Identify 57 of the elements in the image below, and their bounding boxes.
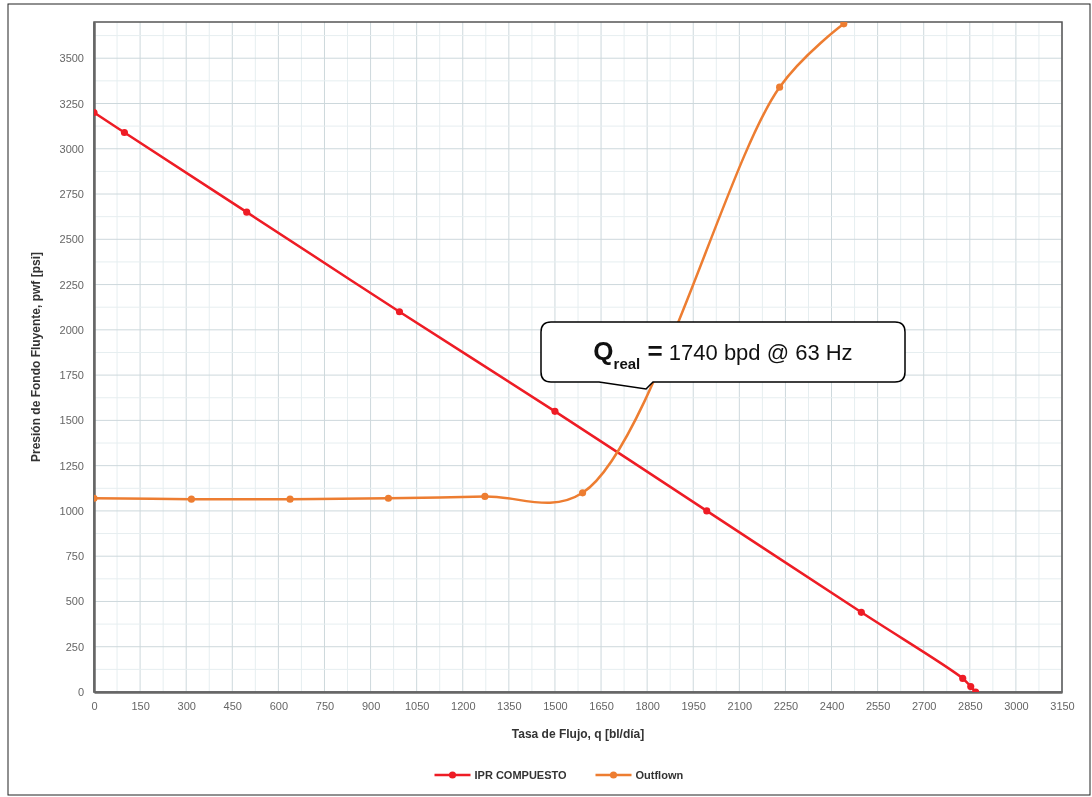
x-tick-label: 1050	[404, 699, 430, 712]
point	[857, 608, 865, 616]
x-tick-label: 1800	[635, 699, 660, 712]
x-tick-label: 600	[269, 699, 289, 712]
x-tick-label: 2850	[958, 699, 983, 712]
legend-label: Outflown	[635, 768, 684, 781]
x-tick-label: 1500	[543, 699, 568, 712]
x-tick-label: 0	[91, 699, 98, 712]
point	[551, 407, 559, 415]
x-tick-label: 300	[177, 699, 196, 712]
y-tick-label: 0	[77, 686, 84, 699]
y-axis-title: Presión de Fondo Fluyente, pwf [psi]	[29, 251, 43, 463]
y-tick-label: 1250	[59, 459, 84, 472]
y-tick-label: 2250	[59, 278, 84, 291]
x-tick-label: 2100	[727, 699, 753, 712]
point	[286, 495, 294, 503]
point	[776, 83, 784, 91]
y-tick-label: 2500	[59, 233, 84, 246]
x-tick-label: 3000	[1004, 699, 1029, 712]
x-tick-label: 2250	[773, 699, 799, 712]
point	[120, 128, 128, 137]
x-tick-label: 1650	[589, 699, 614, 712]
point	[959, 674, 967, 682]
y-tick-label: 500	[65, 595, 84, 608]
y-tick-label: 1500	[59, 414, 84, 427]
y-tick-label: 3000	[59, 142, 84, 155]
x-tick-label: 2400	[819, 699, 845, 712]
x-tick-label: 150	[131, 699, 150, 712]
x-tick-label: 1950	[681, 699, 706, 712]
x-tick-label: 2550	[865, 699, 891, 712]
point	[703, 507, 711, 515]
x-axis-title: Tasa de Flujo, q [bl/día]	[511, 727, 645, 741]
x-tick-label: 1350	[497, 699, 522, 712]
point	[395, 308, 404, 316]
y-tick-label: 250	[65, 640, 84, 653]
x-tick-label: 3150	[1050, 699, 1075, 712]
point	[579, 489, 587, 497]
y-tick-label: 3250	[59, 97, 84, 110]
y-tick-label: 2000	[59, 323, 84, 336]
legend-label: IPR COMPUESTO	[474, 768, 568, 781]
x-tick-label: 450	[223, 699, 242, 712]
y-tick-label: 3500	[59, 52, 84, 65]
x-tick-label: 900	[361, 699, 381, 712]
y-tick-label: 2750	[59, 188, 84, 201]
point	[967, 683, 975, 691]
point	[384, 494, 392, 502]
y-tick-label: 1750	[59, 369, 84, 382]
x-tick-label: 750	[315, 699, 335, 712]
point	[840, 22, 848, 28]
x-tick-label: 1200	[451, 699, 476, 712]
y-tick-label: 1000	[59, 504, 84, 517]
point	[243, 208, 251, 216]
y-tick-label: 750	[65, 550, 84, 563]
point	[481, 492, 489, 500]
annotation: Q$_{real}$ = 1740 bpd @ 63 Hz	[593, 336, 853, 372]
x-tick-label: 2700	[911, 699, 937, 712]
point	[187, 495, 195, 503]
